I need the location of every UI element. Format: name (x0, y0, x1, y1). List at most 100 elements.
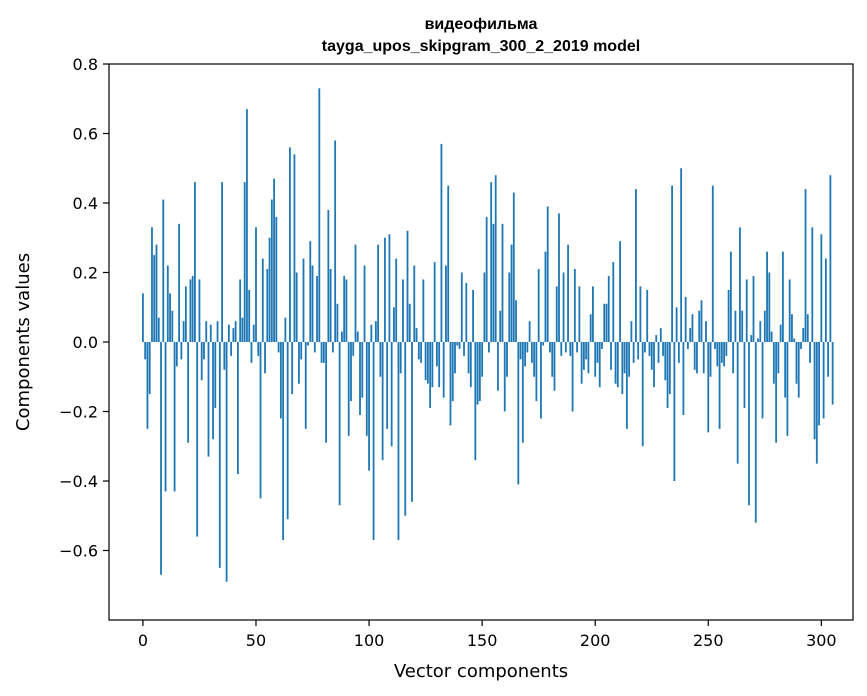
bar (472, 289, 474, 343)
bar (289, 147, 291, 342)
bar (587, 342, 590, 374)
bar (338, 342, 341, 506)
bar (800, 342, 802, 349)
bar (370, 324, 373, 343)
bar (232, 328, 235, 342)
bar (691, 314, 694, 342)
bar (354, 244, 357, 342)
bar (677, 342, 680, 363)
bar (772, 342, 775, 384)
y-tick-label: 0.6 (73, 125, 98, 144)
bar (653, 342, 655, 388)
bar (282, 342, 285, 541)
bar (551, 342, 554, 377)
bar (252, 324, 255, 343)
bar (345, 279, 348, 342)
bar (795, 342, 798, 384)
bar (612, 262, 615, 342)
bar (411, 342, 413, 502)
bar (205, 321, 208, 342)
bar (621, 342, 624, 395)
bar (560, 342, 563, 356)
bar (521, 342, 524, 443)
x-tick-label: 100 (354, 631, 385, 650)
bar (415, 328, 418, 342)
bar (517, 342, 520, 485)
y-tick-label: 0.0 (73, 333, 98, 352)
bar (734, 310, 737, 342)
bar (483, 272, 486, 342)
bar (499, 310, 502, 342)
bar (397, 342, 400, 541)
bar (635, 189, 637, 342)
bar (818, 342, 820, 426)
bar (639, 286, 642, 342)
bar (160, 342, 162, 575)
bar (752, 275, 755, 342)
bar (153, 255, 156, 343)
bar (180, 342, 183, 360)
bar (788, 279, 791, 342)
bar (313, 342, 316, 353)
bar (754, 342, 757, 523)
bar (632, 342, 635, 363)
bar (829, 175, 832, 342)
bar (343, 275, 346, 342)
bar (793, 338, 796, 342)
bar (779, 324, 782, 343)
bar (325, 342, 327, 443)
bar (173, 342, 176, 492)
bar (203, 342, 205, 360)
bar (268, 237, 271, 342)
bar (347, 342, 350, 436)
bar (182, 321, 185, 342)
bar (711, 185, 714, 343)
bar (166, 265, 169, 342)
bar (741, 310, 744, 342)
bar (492, 223, 495, 342)
bar (442, 342, 445, 398)
bar (687, 342, 689, 349)
bar (490, 182, 493, 342)
bar (155, 244, 158, 342)
bar (379, 342, 382, 377)
bar (655, 335, 658, 342)
bar (720, 342, 723, 363)
bar (596, 342, 599, 363)
bar (386, 342, 389, 429)
bar (223, 342, 226, 370)
bar (209, 324, 212, 343)
bar (510, 244, 513, 342)
y-tick-label: −0.2 (59, 403, 98, 422)
bar (374, 321, 377, 342)
bar (273, 178, 275, 342)
bar (227, 324, 230, 343)
bar (623, 342, 626, 374)
bar (207, 342, 210, 457)
bar (307, 342, 309, 346)
bar (372, 342, 375, 541)
y-tick-label: 0.2 (73, 264, 98, 283)
bar (766, 251, 768, 342)
bar (671, 185, 673, 343)
bar (478, 342, 481, 402)
bar (467, 342, 470, 374)
bar (501, 223, 504, 342)
bar (257, 342, 260, 356)
bar (736, 342, 739, 464)
bar (815, 342, 818, 464)
bar (169, 293, 171, 342)
y-tick-label: −0.4 (59, 472, 98, 491)
bar (497, 342, 499, 391)
bar (616, 342, 619, 388)
bar (580, 342, 583, 384)
x-axis-label: Vector components (394, 661, 568, 682)
bar (275, 216, 278, 342)
bar (221, 182, 223, 342)
bar (298, 342, 300, 384)
bar (438, 342, 441, 388)
bar (336, 303, 339, 342)
bar (519, 342, 522, 360)
chart-subtitle: tayga_upos_skipgram_300_2_2019 model (322, 38, 640, 55)
bar (318, 88, 321, 342)
